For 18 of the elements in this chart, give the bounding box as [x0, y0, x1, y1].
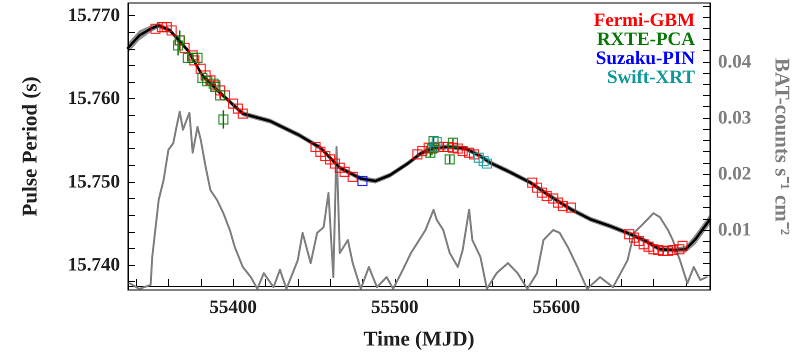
x-tick-label: 55500: [371, 297, 418, 318]
text: RXTE-PCA: [596, 29, 696, 50]
text: Fermi-GBM: [594, 10, 696, 31]
y-tick-label: 15.770: [68, 4, 120, 26]
y-tick-label: 15.740: [68, 254, 120, 276]
y-axis-title: Pulse Period (s): [18, 76, 42, 216]
x-tick-label: 55400: [209, 297, 257, 318]
text: Swift-XRT: [607, 67, 696, 88]
y2-axis-title: BAT-counts s⁻¹ cm⁻²: [770, 58, 794, 236]
x-axis-title: Time (MJD): [364, 326, 475, 350]
text: Suzaku-PIN: [596, 48, 696, 69]
x-tick-label: 55600: [532, 297, 580, 318]
y2-tick-label: 0.03: [718, 107, 752, 128]
y2-tick-label: 0.02: [718, 163, 752, 184]
y2-tick-label: 0.04: [718, 51, 752, 72]
y-tick-label: 15.760: [68, 88, 120, 110]
y2-tick-label: 0.01: [718, 220, 752, 241]
y-tick-label: 15.750: [68, 171, 120, 192]
